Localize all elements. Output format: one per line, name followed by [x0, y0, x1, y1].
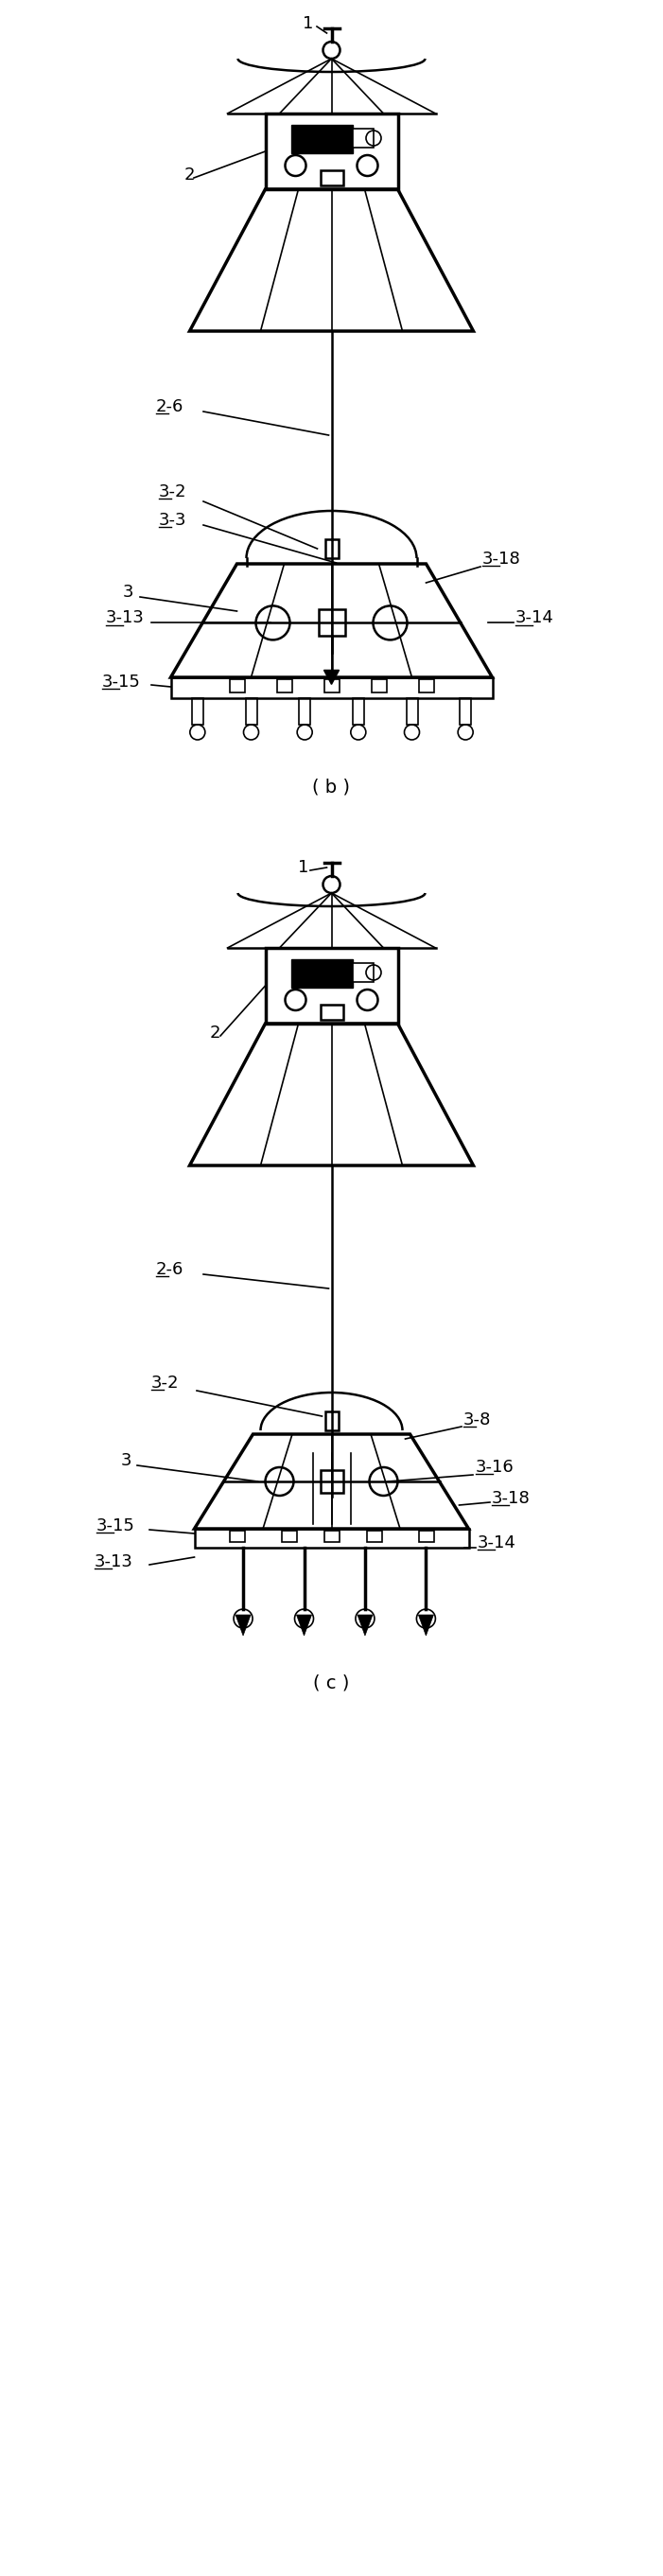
Bar — [229, 680, 245, 693]
Bar — [325, 538, 338, 559]
Text: 3: 3 — [123, 585, 134, 600]
Text: 3: 3 — [121, 1453, 132, 1468]
Bar — [353, 963, 373, 981]
Bar — [418, 1530, 434, 1543]
Bar — [265, 948, 398, 1023]
Text: 3-8: 3-8 — [463, 1412, 491, 1430]
Text: 2: 2 — [210, 1025, 221, 1041]
Bar — [299, 698, 310, 724]
Bar — [194, 1528, 469, 1548]
Text: ( c ): ( c ) — [314, 1674, 349, 1692]
Text: 1: 1 — [298, 858, 309, 876]
Text: 3-13: 3-13 — [95, 1553, 133, 1571]
Bar — [324, 680, 339, 693]
Bar — [460, 698, 471, 724]
Text: 1: 1 — [302, 15, 314, 31]
Text: 2-6: 2-6 — [156, 1262, 184, 1278]
Bar — [320, 1471, 343, 1494]
Text: 3-3: 3-3 — [159, 513, 187, 528]
Text: 3-18: 3-18 — [492, 1489, 530, 1507]
Text: 3-18: 3-18 — [483, 551, 521, 567]
Text: 2-6: 2-6 — [156, 399, 184, 415]
Polygon shape — [357, 1615, 373, 1636]
Text: 3-16: 3-16 — [476, 1458, 514, 1476]
Text: 3-13: 3-13 — [106, 611, 145, 626]
Polygon shape — [235, 1615, 251, 1636]
Text: 3-2: 3-2 — [159, 484, 187, 500]
Polygon shape — [324, 670, 339, 685]
Text: 3-2: 3-2 — [151, 1376, 179, 1391]
Text: 2: 2 — [184, 167, 196, 183]
Bar — [320, 1005, 343, 1020]
Bar — [320, 170, 343, 185]
Bar — [229, 1530, 245, 1543]
Bar — [406, 698, 418, 724]
Bar — [276, 680, 292, 693]
Text: 3-14: 3-14 — [515, 611, 554, 626]
Bar — [367, 1530, 382, 1543]
Bar — [418, 680, 434, 693]
Bar — [265, 113, 398, 188]
Bar — [371, 680, 387, 693]
Text: 3-14: 3-14 — [477, 1535, 516, 1551]
Polygon shape — [296, 1615, 312, 1636]
Text: 3-15: 3-15 — [102, 672, 141, 690]
Bar — [291, 124, 353, 152]
Polygon shape — [418, 1615, 434, 1636]
Bar — [325, 1412, 338, 1430]
Bar — [281, 1530, 296, 1543]
Bar — [291, 958, 353, 987]
Bar — [318, 611, 345, 636]
Text: 3-15: 3-15 — [97, 1517, 135, 1535]
Text: ( b ): ( b ) — [312, 778, 351, 796]
Bar — [192, 698, 203, 724]
Bar — [324, 1530, 339, 1543]
Bar — [170, 677, 493, 698]
Bar — [245, 698, 257, 724]
Bar — [353, 698, 364, 724]
Bar — [353, 129, 373, 147]
